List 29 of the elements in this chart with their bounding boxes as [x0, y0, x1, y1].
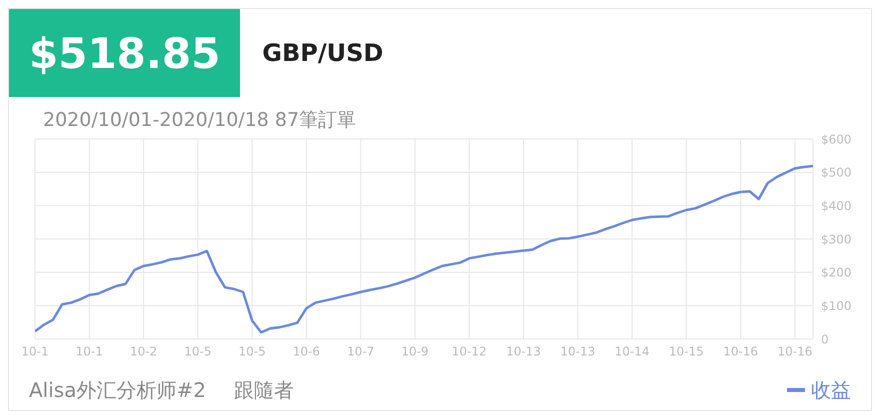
y-tick-label: $600 [821, 132, 852, 146]
text: 跟隨者 [234, 376, 294, 404]
y-tick-label: $100 [821, 298, 852, 313]
x-tick-label: 10-16 [777, 344, 812, 359]
x-tick-label: 10-5 [184, 344, 212, 359]
x-tick-label: 10-13 [560, 344, 596, 359]
x-tick-label: 10-7 [347, 344, 374, 359]
x-tick-label: 10-13 [506, 344, 541, 359]
x-tick-label: 10-16 [723, 344, 758, 359]
chart-title: GBP/USD [262, 39, 384, 67]
text: $518.85 [9, 9, 240, 97]
x-tick-label: 10-2 [130, 344, 158, 359]
x-tick-label: 10-12 [452, 344, 487, 359]
x-tick-label: 10-14 [614, 344, 650, 359]
x-tick-label: 10-5 [238, 344, 266, 359]
y-tick-label: $200 [821, 266, 852, 280]
y-tick-label: $300 [821, 232, 852, 246]
chart-subtitle: 2020/10/01-2020/10/18 87筆訂單 [43, 107, 356, 133]
x-tick-label: 10-15 [668, 344, 704, 359]
legend-label: 收益 [810, 376, 851, 404]
y-tick-label: $500 [821, 166, 852, 180]
x-tick-label: 10-6 [292, 344, 320, 359]
line-series [35, 164, 813, 334]
y-tick-label: 0 [821, 332, 829, 346]
text: Alisa外汇分析师#2 [29, 376, 206, 404]
x-tick-label: 10-1 [21, 344, 49, 359]
y-tick-label: $400 [821, 198, 852, 213]
x-tick-label: 10-1 [76, 344, 103, 359]
x-tick-label: 10-9 [401, 344, 429, 359]
